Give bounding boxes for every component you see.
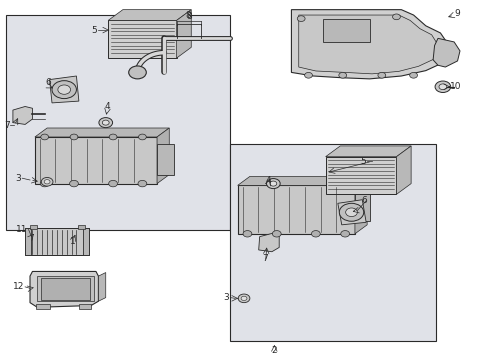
Polygon shape xyxy=(108,10,191,21)
Circle shape xyxy=(52,81,76,99)
Circle shape xyxy=(238,294,250,303)
Text: 8: 8 xyxy=(186,12,192,21)
Bar xyxy=(41,278,90,300)
Circle shape xyxy=(410,72,417,78)
Bar xyxy=(326,157,396,194)
Circle shape xyxy=(58,85,71,94)
Circle shape xyxy=(109,180,118,187)
Circle shape xyxy=(41,134,49,140)
Bar xyxy=(5,15,230,230)
Polygon shape xyxy=(299,15,440,74)
Circle shape xyxy=(70,180,78,187)
Bar xyxy=(25,228,31,255)
Circle shape xyxy=(109,134,117,140)
Circle shape xyxy=(139,134,147,140)
Polygon shape xyxy=(292,10,450,79)
Polygon shape xyxy=(98,273,106,301)
Polygon shape xyxy=(13,107,32,125)
Bar xyxy=(108,21,176,58)
Circle shape xyxy=(102,120,109,125)
Text: 1: 1 xyxy=(70,237,76,246)
Text: 3: 3 xyxy=(16,174,21,183)
Bar xyxy=(157,144,174,175)
Text: 5: 5 xyxy=(92,26,98,35)
Circle shape xyxy=(40,180,49,187)
Circle shape xyxy=(44,180,50,184)
Bar xyxy=(25,228,89,255)
Text: 8: 8 xyxy=(185,11,191,20)
Circle shape xyxy=(339,203,364,221)
Text: 7: 7 xyxy=(4,121,9,130)
Polygon shape xyxy=(338,200,366,225)
Text: 11: 11 xyxy=(16,225,27,234)
Text: 4: 4 xyxy=(266,176,271,185)
Circle shape xyxy=(312,230,320,237)
Bar xyxy=(230,144,436,341)
Bar xyxy=(355,193,369,221)
Text: 4: 4 xyxy=(104,102,110,111)
Text: 5: 5 xyxy=(361,157,366,166)
Bar xyxy=(78,225,85,229)
Bar xyxy=(30,225,37,229)
Circle shape xyxy=(99,118,113,128)
Circle shape xyxy=(439,84,447,90)
Polygon shape xyxy=(176,10,191,58)
Text: 6: 6 xyxy=(46,78,51,87)
Circle shape xyxy=(339,72,346,78)
Bar xyxy=(238,185,355,234)
Circle shape xyxy=(270,181,277,186)
Circle shape xyxy=(70,134,78,140)
Bar xyxy=(323,19,369,42)
Polygon shape xyxy=(355,176,367,234)
Circle shape xyxy=(305,72,313,78)
Bar xyxy=(35,137,157,184)
Text: 7: 7 xyxy=(263,254,269,263)
Polygon shape xyxy=(326,146,411,157)
Circle shape xyxy=(129,66,147,79)
Circle shape xyxy=(392,14,400,20)
Polygon shape xyxy=(433,39,460,67)
Text: 6: 6 xyxy=(361,196,367,205)
Polygon shape xyxy=(35,128,169,137)
Circle shape xyxy=(41,177,53,186)
Circle shape xyxy=(241,296,247,301)
Polygon shape xyxy=(396,146,411,194)
Circle shape xyxy=(243,230,252,237)
Circle shape xyxy=(138,180,147,187)
Circle shape xyxy=(341,230,349,237)
Text: 2: 2 xyxy=(271,346,277,355)
Circle shape xyxy=(435,81,451,93)
Text: 9: 9 xyxy=(454,9,460,18)
Circle shape xyxy=(378,72,386,78)
Circle shape xyxy=(345,208,357,217)
Circle shape xyxy=(272,230,281,237)
Polygon shape xyxy=(238,176,367,185)
Bar xyxy=(36,304,49,310)
Bar xyxy=(37,276,94,301)
Polygon shape xyxy=(30,271,98,307)
Bar xyxy=(79,304,91,310)
Polygon shape xyxy=(157,128,169,184)
Circle shape xyxy=(267,179,280,189)
Text: 3: 3 xyxy=(223,293,229,302)
Polygon shape xyxy=(49,76,79,103)
Bar xyxy=(83,228,89,255)
Polygon shape xyxy=(259,233,279,252)
Text: 12: 12 xyxy=(13,282,24,291)
Text: 10: 10 xyxy=(450,82,462,91)
Circle shape xyxy=(297,16,305,22)
